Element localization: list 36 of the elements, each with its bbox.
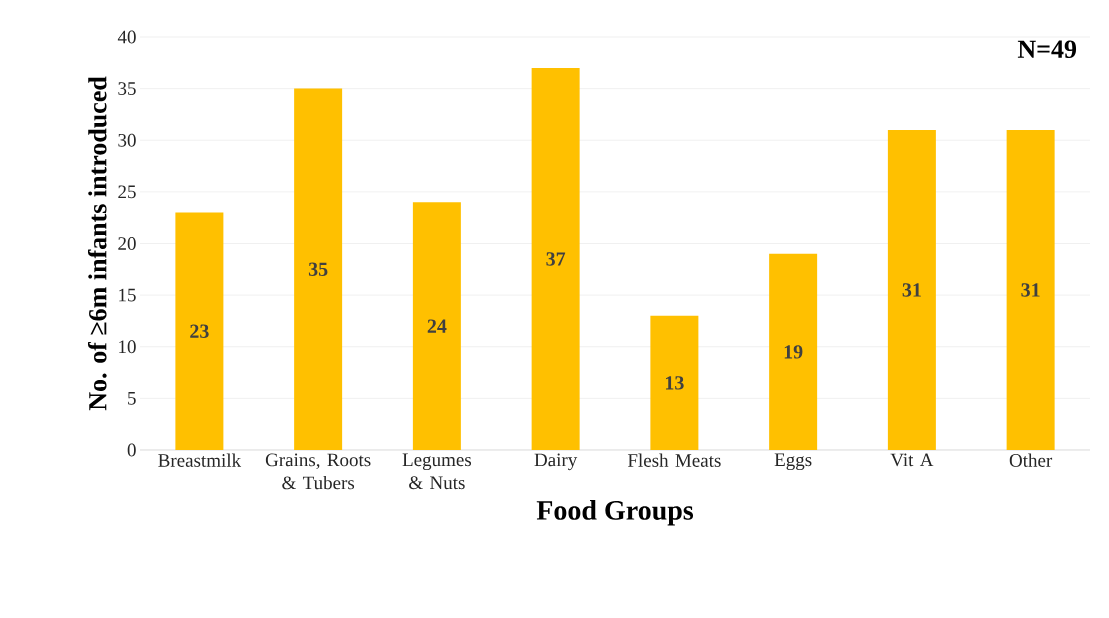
x-axis-title: Food Groups <box>536 500 694 526</box>
y-tick-label: 20 <box>118 237 136 250</box>
data-label: 24 <box>427 319 447 333</box>
y-tick-label: 15 <box>119 288 136 302</box>
bar <box>175 212 224 450</box>
bar <box>412 202 461 450</box>
data-label: 35 <box>308 262 328 277</box>
data-label: 23 <box>190 324 209 338</box>
annotation: N=49 <box>1017 40 1077 58</box>
data-label: 13 <box>665 376 684 390</box>
x-tick-label: Dairy <box>534 453 578 471</box>
x-tick-label: Breastmilk <box>158 453 242 467</box>
data-label: 31 <box>902 283 921 297</box>
data-label: 31 <box>1021 283 1040 297</box>
x-tick-label: Vit A <box>890 453 934 467</box>
bar <box>769 253 818 450</box>
y-tick-label: 35 <box>118 82 136 95</box>
y-tick-label: 30 <box>118 133 136 147</box>
x-tick-label: Legumes & Nuts <box>402 453 472 490</box>
bar <box>650 315 699 450</box>
y-tick-label: 5 <box>128 392 136 405</box>
x-tick-label: Flesh Meats <box>627 453 721 467</box>
data-label: 19 <box>784 345 803 359</box>
x-tick-label: Eggs <box>774 453 812 471</box>
y-tick-label: 0 <box>127 443 136 457</box>
y-axis-title: No. of ≥6m infants introduced <box>87 76 107 411</box>
bar <box>531 67 580 450</box>
bar <box>1006 129 1055 450</box>
y-tick-label: 40 <box>117 30 136 44</box>
x-tick-label: Grains, Roots & Tubers <box>265 453 371 490</box>
x-tick-label: Other <box>1009 453 1053 467</box>
y-tick-label: 10 <box>119 340 136 354</box>
bar <box>887 129 936 450</box>
data-label: 37 <box>546 252 566 266</box>
bar <box>294 88 343 450</box>
y-tick-label: 25 <box>118 185 136 199</box>
